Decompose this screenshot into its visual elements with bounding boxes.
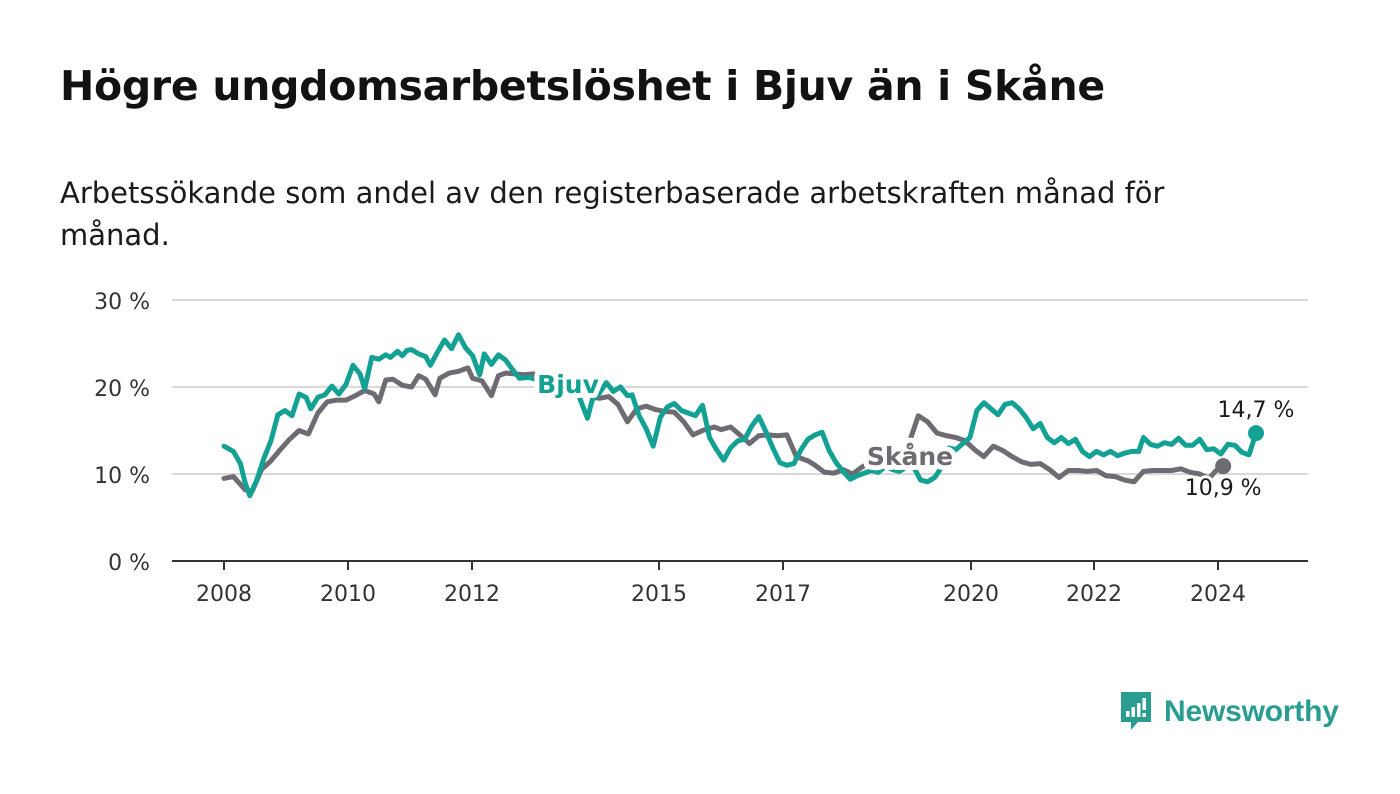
x-tick-label: 2010	[320, 582, 376, 607]
series-lines	[221, 332, 1264, 499]
newsworthy-logo: Newsworthy	[1118, 689, 1339, 735]
page-title: Högre ungdomsarbetslöshet i Bjuv än i Sk…	[60, 62, 1105, 110]
y-tick-label: 20 %	[94, 377, 150, 402]
end-value-label-bjuv: 14,7 %	[1218, 398, 1295, 423]
x-tick-label: 2017	[755, 582, 811, 607]
end-marker-bjuv	[1248, 425, 1264, 442]
x-tick-label: 2012	[444, 582, 500, 607]
x-tick-label: 2020	[943, 582, 999, 607]
gridlines	[172, 299, 1308, 475]
x-tick-label: 2015	[631, 582, 687, 607]
x-tick-label: 2008	[196, 582, 252, 607]
x-tick-label: 2022	[1066, 582, 1122, 607]
brand-name: Newsworthy	[1164, 695, 1339, 728]
series-label-sk-ne: Skåne	[867, 442, 953, 471]
series-line-sk-ne	[221, 365, 1226, 494]
chart-subtitle: Arbetssökande som andel av den registerb…	[60, 176, 1165, 252]
end-marker-sk-ne	[1215, 458, 1232, 475]
x-tick-label: 2024	[1190, 582, 1246, 607]
series-label-bjuv: Bjuv	[537, 370, 599, 399]
y-tick-label: 30 %	[94, 290, 150, 315]
series-line-bjuv	[221, 332, 1259, 499]
end-value-label-sk-ne: 10,9 %	[1185, 476, 1262, 501]
y-tick-label: 0 %	[108, 551, 150, 576]
y-tick-label: 10 %	[94, 464, 150, 489]
series-labels: Skåne Bjuv 10,9 % 14,7 %	[532, 365, 1297, 504]
newsworthy-logo-icon	[1121, 692, 1151, 730]
axes: 0 % 10 % 20 % 30 % 2008 2010 2012 2015 2017 2020 2…	[94, 290, 1308, 607]
